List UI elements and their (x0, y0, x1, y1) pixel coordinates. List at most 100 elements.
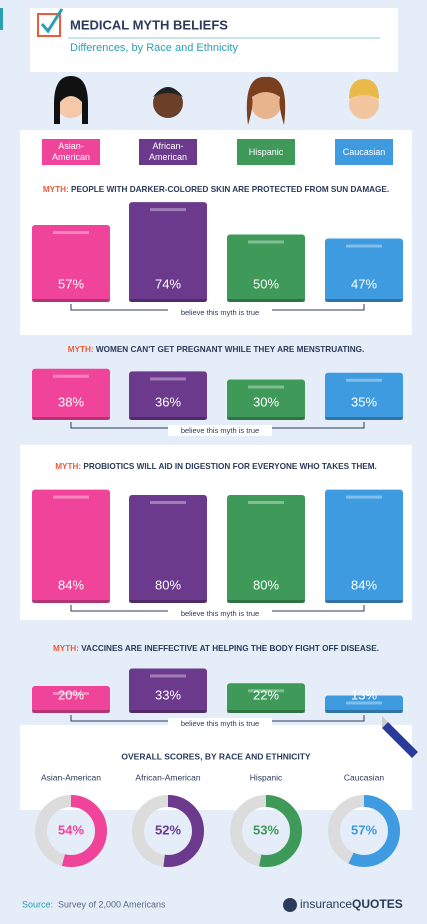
bar (227, 379, 305, 420)
myth-label: MYTH: (55, 462, 81, 471)
bar-shine (248, 689, 284, 693)
category-label: Hispanic (250, 772, 283, 782)
bar-shine (346, 378, 382, 382)
bar (32, 489, 110, 603)
value-label: 22% (253, 687, 279, 702)
bar (129, 202, 207, 302)
bar-base (129, 710, 207, 713)
value-label: 38% (58, 394, 84, 409)
donut-arc (230, 795, 302, 867)
myth-text: VACCINES ARE INEFFECTIVE AT HELPING THE … (81, 644, 379, 653)
bar-shine (150, 208, 186, 212)
value-label: 53% (253, 822, 279, 837)
value-label: 50% (253, 276, 279, 291)
bar (32, 368, 110, 420)
bar-shine (150, 674, 186, 678)
bar-base (129, 299, 207, 302)
group-label: African-American (139, 139, 197, 165)
bar-shine (53, 374, 89, 378)
bar-shine (346, 495, 382, 499)
bar (129, 371, 207, 420)
bar (227, 683, 305, 713)
value-label: 13% (351, 687, 377, 702)
note-bg (168, 307, 272, 318)
myth-text: PROBIOTICS WILL AID IN DIGESTION FOR EVE… (83, 462, 376, 471)
category-label: African-American (135, 772, 200, 782)
myth-label: MYTH: (43, 185, 69, 194)
check-box (37, 13, 61, 37)
category-label: Caucasian (344, 772, 384, 782)
bar-base (325, 299, 403, 302)
bar-base (129, 600, 207, 603)
bar-shine (150, 377, 186, 381)
bar-base (325, 417, 403, 420)
value-label: 74% (155, 276, 181, 291)
value-label: 57% (351, 822, 377, 837)
logo-b: QUOTES (352, 897, 403, 911)
note: believe this myth is true (181, 609, 259, 618)
accent (0, 8, 3, 30)
chart-title: OVERALL SCORES, BY RACE AND ETHNICITY (121, 751, 311, 761)
value-label: 35% (351, 394, 377, 409)
avatars (54, 76, 379, 125)
value-label: 57% (58, 276, 84, 291)
bar-shine (150, 501, 186, 504)
bar-base (32, 299, 110, 302)
source: Survey of 2,000 Americans (58, 899, 166, 909)
myth-label: MYTH: (68, 345, 94, 354)
note-bg (168, 425, 272, 436)
bar-shine (346, 701, 382, 705)
logo: insuranceQUOTES (300, 897, 403, 911)
bar (325, 695, 403, 713)
chart-title: MYTH: PEOPLE WITH DARKER-COLORED SKIN AR… (43, 185, 389, 194)
bar-shine (53, 231, 89, 235)
chart-title: MYTH: WOMEN CAN'T GET PREGNANT WHILE THE… (68, 345, 365, 354)
bar (32, 686, 110, 713)
donut-arc (35, 795, 107, 867)
bar (129, 668, 207, 713)
bar-base (32, 710, 110, 713)
bar (32, 225, 110, 302)
bar (129, 495, 207, 603)
bar-base (227, 299, 305, 302)
note-bg (168, 718, 272, 729)
bar (227, 495, 305, 603)
logo-a: insurance (300, 897, 352, 911)
myth-text: PEOPLE WITH DARKER-COLORED SKIN ARE PROT… (71, 185, 389, 194)
value-label: 47% (351, 276, 377, 291)
bar-shine (346, 244, 382, 248)
value-label: 52% (155, 822, 181, 837)
chart-title: MYTH: PROBIOTICS WILL AID IN DIGESTION F… (55, 462, 377, 471)
myth-text: WOMEN CAN'T GET PREGNANT WHILE THEY ARE … (96, 345, 364, 354)
value-label: 30% (253, 394, 279, 409)
bar-base (325, 710, 403, 713)
chart-title: MYTH: VACCINES ARE INEFFECTIVE AT HELPIN… (53, 644, 379, 653)
group-label: Hispanic (237, 139, 295, 165)
note: believe this myth is true (181, 719, 259, 728)
bar-shine (248, 240, 284, 244)
logo-icon (283, 898, 297, 912)
bar-shine (53, 692, 89, 695)
value-label: 20% (58, 687, 84, 702)
note-bg (168, 608, 272, 619)
bar-base (32, 417, 110, 420)
myth-label: MYTH: (53, 644, 79, 653)
source-label: Source: (22, 899, 53, 909)
bar-base (129, 417, 207, 420)
value-label: 54% (58, 822, 84, 837)
group-label: Caucasian (335, 139, 393, 165)
check-mark (40, 8, 64, 34)
note: believe this myth is true (181, 426, 259, 435)
bar (325, 238, 403, 302)
value-label: 80% (253, 577, 279, 592)
value-label: 80% (155, 577, 181, 592)
bar-shine (248, 385, 284, 389)
bar-base (325, 600, 403, 603)
title: MEDICAL MYTH BELIEFS (70, 17, 228, 32)
bar (325, 372, 403, 420)
category-label: Asian-American (41, 772, 101, 782)
value-label: 33% (155, 687, 181, 702)
value-label: 84% (58, 577, 84, 592)
